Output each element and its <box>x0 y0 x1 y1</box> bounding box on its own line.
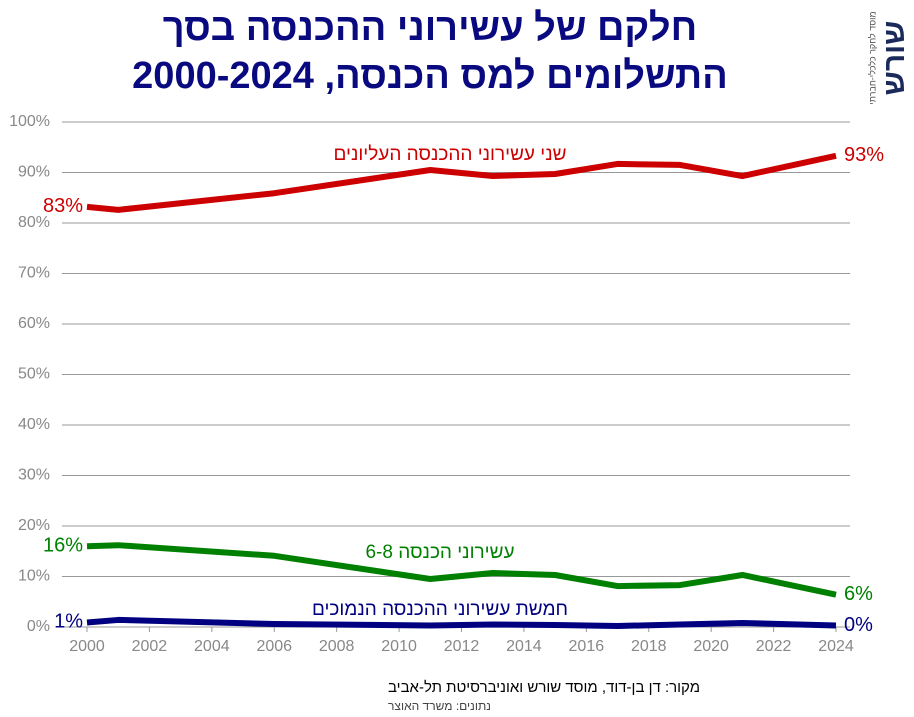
x-tick-label: 2018 <box>631 638 667 655</box>
source: מקור: דן בן-דוד, מוסד שורש ואוניברסיטת ת… <box>388 679 700 696</box>
series-label: שני עשירוני ההכנסה העליונים <box>334 144 567 165</box>
value-label: 6% <box>844 583 873 605</box>
x-tick-label: 2012 <box>444 638 480 655</box>
x-tick-label: 2024 <box>818 638 854 655</box>
x-tick-label: 2008 <box>319 638 355 655</box>
logo-tagline: מוסד לחקר כלכלי-חברתי <box>867 11 877 104</box>
x-tick-label: 2004 <box>194 638 230 655</box>
y-tick-label: 90% <box>18 164 50 181</box>
series-label: עשירוני הכנסה 6-8 <box>365 542 514 563</box>
x-tick-label: 2022 <box>756 638 792 655</box>
y-tick-label: 60% <box>18 315 50 332</box>
x-tick-label: 2014 <box>506 638 542 655</box>
y-tick-label: 10% <box>18 568 50 585</box>
y-tick-label: 0% <box>27 618 50 635</box>
series-line <box>86 152 837 213</box>
y-tick-label: 50% <box>18 366 50 383</box>
series-line <box>86 542 837 598</box>
data-source: נתונים: משרד האוצר <box>388 699 491 713</box>
y-tick-label: 70% <box>18 265 50 282</box>
y-tick-label: 30% <box>18 467 50 484</box>
y-tick-label: 20% <box>18 517 50 534</box>
x-tick-label: 2016 <box>569 638 605 655</box>
x-tick-label: 2020 <box>693 638 729 655</box>
value-label: 1% <box>54 611 83 633</box>
x-tick-label: 2010 <box>381 638 417 655</box>
x-tick-label: 2002 <box>132 638 168 655</box>
value-label: 0% <box>844 614 873 636</box>
logo-name: שורש <box>878 21 911 96</box>
series-label: חמשת עשירוני ההכנסה הנמוכים <box>312 599 568 620</box>
value-label: 16% <box>43 534 83 556</box>
y-tick-label: 80% <box>18 214 50 231</box>
chart-subtitle: התשלומים למס הכנסה, 2000-2024 <box>132 55 728 97</box>
y-tick-label: 40% <box>18 416 50 433</box>
x-tick-label: 2000 <box>69 638 105 655</box>
value-label: 93% <box>844 144 884 166</box>
y-tick-label: 100% <box>9 113 50 130</box>
series-line <box>86 616 837 629</box>
x-tick-label: 2006 <box>256 638 292 655</box>
chart-title: חלקם של עשירוני ההכנסה בסך <box>163 7 698 49</box>
value-label: 83% <box>43 195 83 217</box>
